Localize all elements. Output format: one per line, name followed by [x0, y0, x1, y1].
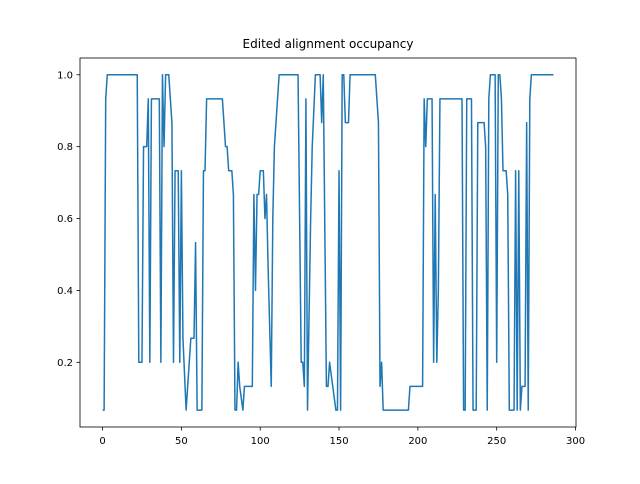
data-line	[102, 74, 554, 411]
y-tick-label: 1.0	[57, 70, 73, 81]
y-tick-label: 0.2	[57, 358, 73, 369]
x-tick-label: 150	[329, 436, 348, 447]
y-tick-label: 0.8	[57, 142, 73, 153]
x-tick-label: 300	[566, 436, 585, 447]
x-tick-label: 100	[251, 436, 270, 447]
chart-title: Edited alignment occupancy	[243, 37, 414, 51]
y-tick-label: 0.6	[57, 214, 73, 225]
plot-frame	[79, 57, 577, 428]
x-tick-label: 200	[408, 436, 427, 447]
x-tick-label: 250	[487, 436, 506, 447]
y-tick-label: 0.4	[57, 286, 73, 297]
x-tick-label: 50	[175, 436, 188, 447]
x-tick-label: 0	[99, 436, 105, 447]
